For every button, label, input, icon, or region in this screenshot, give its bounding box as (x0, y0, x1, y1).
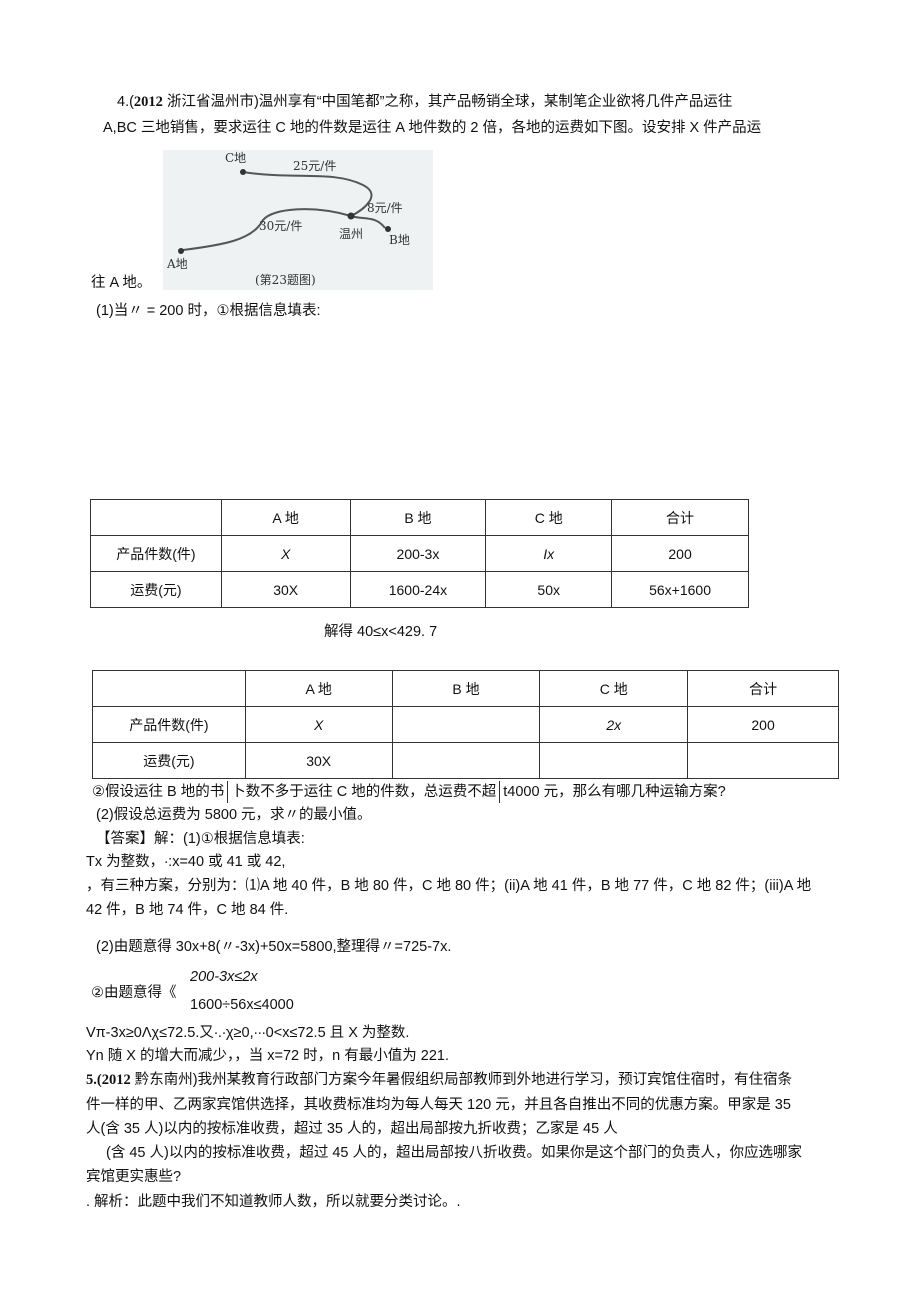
answer-line5: (2)由题意得 30x+8(〃-3x)+50x=5800,整理得〃=725-7x… (96, 939, 452, 955)
answer-line2: Tx 为整数，∙:x=40 或 41 或 42, (86, 854, 286, 870)
q5-line5: 宾馆更实惠些? (86, 1169, 182, 1185)
q4-sub1: (1)当〃 = 200 时，①根据信息填表: (96, 303, 321, 319)
q5-line3: 人(含 35 人)以内的按标准收费，超过 35 人的，超出局部按九折收费；乙家是… (86, 1121, 618, 1137)
answer-line1: 【答案】解：(1)①根据信息填表: (96, 831, 305, 847)
q4-sub3: (2)假设总运费为 5800 元，求〃的最小值。 (96, 807, 372, 823)
q4-year: 2012 (133, 94, 163, 110)
label-a: A地 (166, 257, 188, 271)
point-wenzhou (347, 212, 355, 220)
solve-text: 解得 40≤x<429. 7 (324, 624, 438, 640)
answer-line8: Yn 随 X 的增大而减少，，当 x=72 时，n 有最小值为 221. (86, 1048, 449, 1064)
divider (227, 781, 229, 803)
answer-line7: Vπ-3x≥0Λχ≤72.5.又∙.∙χ≥0,∙∙∙0<x≤72.5 且 X 为… (86, 1025, 410, 1041)
figure-caption: (第23题图) (255, 273, 316, 287)
q4-line2: A,BC 三地销售，要求运往 C 地的件数是运往 A 地件数的 2 倍，各地的运… (103, 120, 762, 136)
point-c (240, 169, 246, 175)
route-a (182, 208, 352, 251)
route-c (242, 171, 373, 217)
q5-text: 黔东南州)我州某教育行政部门方案今年暑假组织局部教师到外地进行学习，预订宾馆住宿… (130, 1072, 793, 1088)
point-a (178, 248, 184, 254)
route-map: C地 25元/件 8元/件 30元/件 温州 B地 A地 (第23题图) (166, 151, 410, 287)
q4-line3: 往 A 地。 (91, 275, 152, 291)
answer-line4: 42 件，B 地 74 件，C 地 84 件. (86, 902, 289, 918)
q4-text: 浙江省温州市)温州享有“中国笔都”之称，其产品畅销全球，某制笔企业欲将几件产品运… (162, 94, 733, 110)
q5-year: 2012 (101, 1072, 131, 1088)
q4-line1: 4.(2012 浙江省温州市)温州享有“中国笔都”之称，其产品畅销全球，某制笔企… (117, 92, 732, 112)
route-map-figure: C地 25元/件 8元/件 30元/件 温州 B地 A地 (第23题图) (163, 150, 433, 290)
inequality-2: 1600÷56x≤4000 (190, 997, 294, 1013)
table-row: 运费(元) 30X 1600-24x 50x 56x+1600 (90, 571, 749, 608)
table-row: 产品件数(件) X 2x 200 (92, 706, 839, 743)
q4-sub2-part2: 卜数不多于运往 C 地的件数，总运费不超 (231, 783, 497, 800)
answer-line3: ，有三种方案，分别为：⑴A 地 40 件，B 地 80 件，C 地 80 件；(… (86, 878, 812, 894)
q4-number: 4.( (117, 94, 134, 110)
inequality-1: 200-3x≤2x (190, 969, 258, 985)
label-cost-b: 8元/件 (367, 201, 403, 215)
q5-line1: 5.(2012 黔东南州)我州某教育行政部门方案今年暑假组织局部教师到外地进行学… (86, 1070, 792, 1090)
label-c: C地 (225, 151, 246, 165)
divider (499, 781, 501, 803)
table-row: 运费(元) 30X (92, 742, 839, 779)
q4-sub2-part3: t4000 元，那么有哪几种运输方案? (503, 783, 726, 800)
label-cost-c: 25元/件 (293, 159, 336, 173)
q4-sub2: ②假设运往 B 地的书 卜数不多于运往 C 地的件数，总运费不超 t4000 元，那… (92, 781, 726, 803)
q5-line4: (含 45 人)以内的按标准收费，超过 45 人的，超出局部按八折收费。如果你是… (106, 1145, 803, 1161)
q5-line2: 件一样的甲、乙两家宾馆供选择，其收费标准均为每人每天 120 元，并且各自推出不… (86, 1097, 791, 1113)
answer-line6: ②由题意得《 (91, 985, 177, 1001)
point-b (385, 226, 391, 232)
q5-number: 5.( (86, 1072, 102, 1088)
q4-sub2-part1: ②假设运往 B 地的书 (92, 783, 225, 800)
table-row: 产品件数(件) X 200-3x Ix 200 (90, 535, 749, 572)
label-b: B地 (389, 233, 410, 247)
q5-line6: . 解析：此题中我们不知道教师人数，所以就要分类讨论。. (86, 1194, 461, 1210)
label-cost-a: 30元/件 (259, 219, 302, 233)
label-wenzhou: 温州 (339, 227, 363, 241)
